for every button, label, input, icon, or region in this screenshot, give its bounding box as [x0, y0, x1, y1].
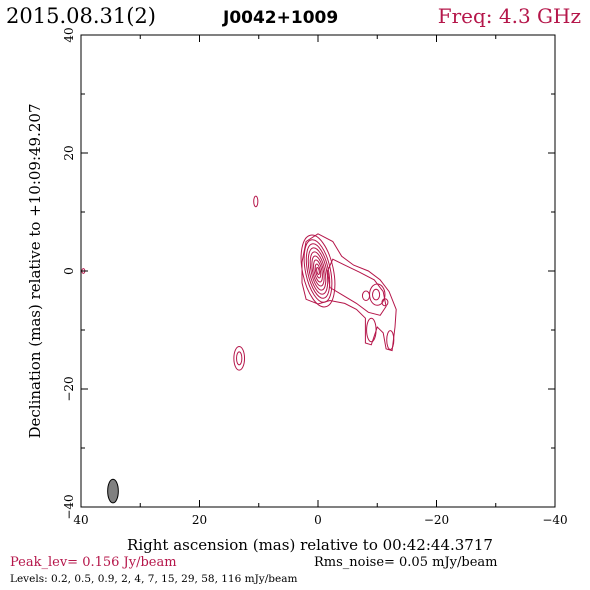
component-contour-5: [372, 288, 381, 301]
rms-noise: Rms_noise= 0.05 mJy/beam: [314, 555, 497, 570]
plot-frame: [80, 34, 556, 508]
component-contour-7: [381, 298, 389, 307]
plot-area: [80, 34, 556, 508]
x-tick-label-3: −20: [424, 513, 449, 527]
x-tick-label-0: 40: [73, 513, 88, 527]
core-contour-8: [316, 267, 320, 275]
y-axis-label: Declination (mas) relative to +10:09:49.…: [26, 103, 44, 438]
y-tick-label-4: 40: [62, 27, 76, 42]
core-contour-1: [303, 239, 333, 303]
core-contour-4: [309, 251, 327, 291]
component-contour-4: [369, 283, 386, 306]
y-tick-label-3: 20: [62, 145, 76, 160]
peak-level: Peak_lev= 0.156 Jy/beam: [10, 555, 177, 570]
component-contour-0: [253, 195, 259, 208]
core-contour-0: [300, 234, 336, 308]
y-tick-label-0: −40: [62, 494, 76, 519]
core-contour-5: [311, 255, 325, 287]
component-contour-2: [236, 351, 243, 366]
jet-contour-inner: [326, 258, 387, 316]
observation-date: 2015.08.31(2): [6, 4, 156, 28]
core-contour-6: [313, 259, 323, 283]
core-contour-2: [305, 243, 331, 299]
component-contour-1: [233, 346, 246, 371]
source-name: J0042+1009: [222, 8, 338, 28]
core-contour-3: [307, 247, 329, 295]
component-contour-9: [386, 330, 395, 350]
jet-contour-outer: [301, 233, 397, 352]
x-tick-label-4: −40: [542, 513, 567, 527]
component-contour-6: [361, 290, 371, 301]
axis-ticks: 40 20 0 −20 −40 −40 −20 0 20 40: [62, 27, 568, 527]
y-tick-label-2: 0: [62, 267, 76, 275]
contour-levels: Levels: 0.2, 0.5, 0.9, 2, 4, 7, 15, 29, …: [10, 573, 297, 585]
component-contour-8: [366, 317, 377, 343]
y-tick-label-1: −20: [62, 376, 76, 401]
beam-ellipse: [107, 478, 119, 504]
core-contour-7: [314, 263, 322, 279]
x-axis-label: Right ascension (mas) relative to 00:42:…: [127, 536, 493, 554]
x-tick-label-2: 0: [314, 513, 322, 527]
frequency-label: Freq: 4.3 GHz: [438, 4, 581, 28]
x-tick-label-1: 20: [192, 513, 207, 527]
